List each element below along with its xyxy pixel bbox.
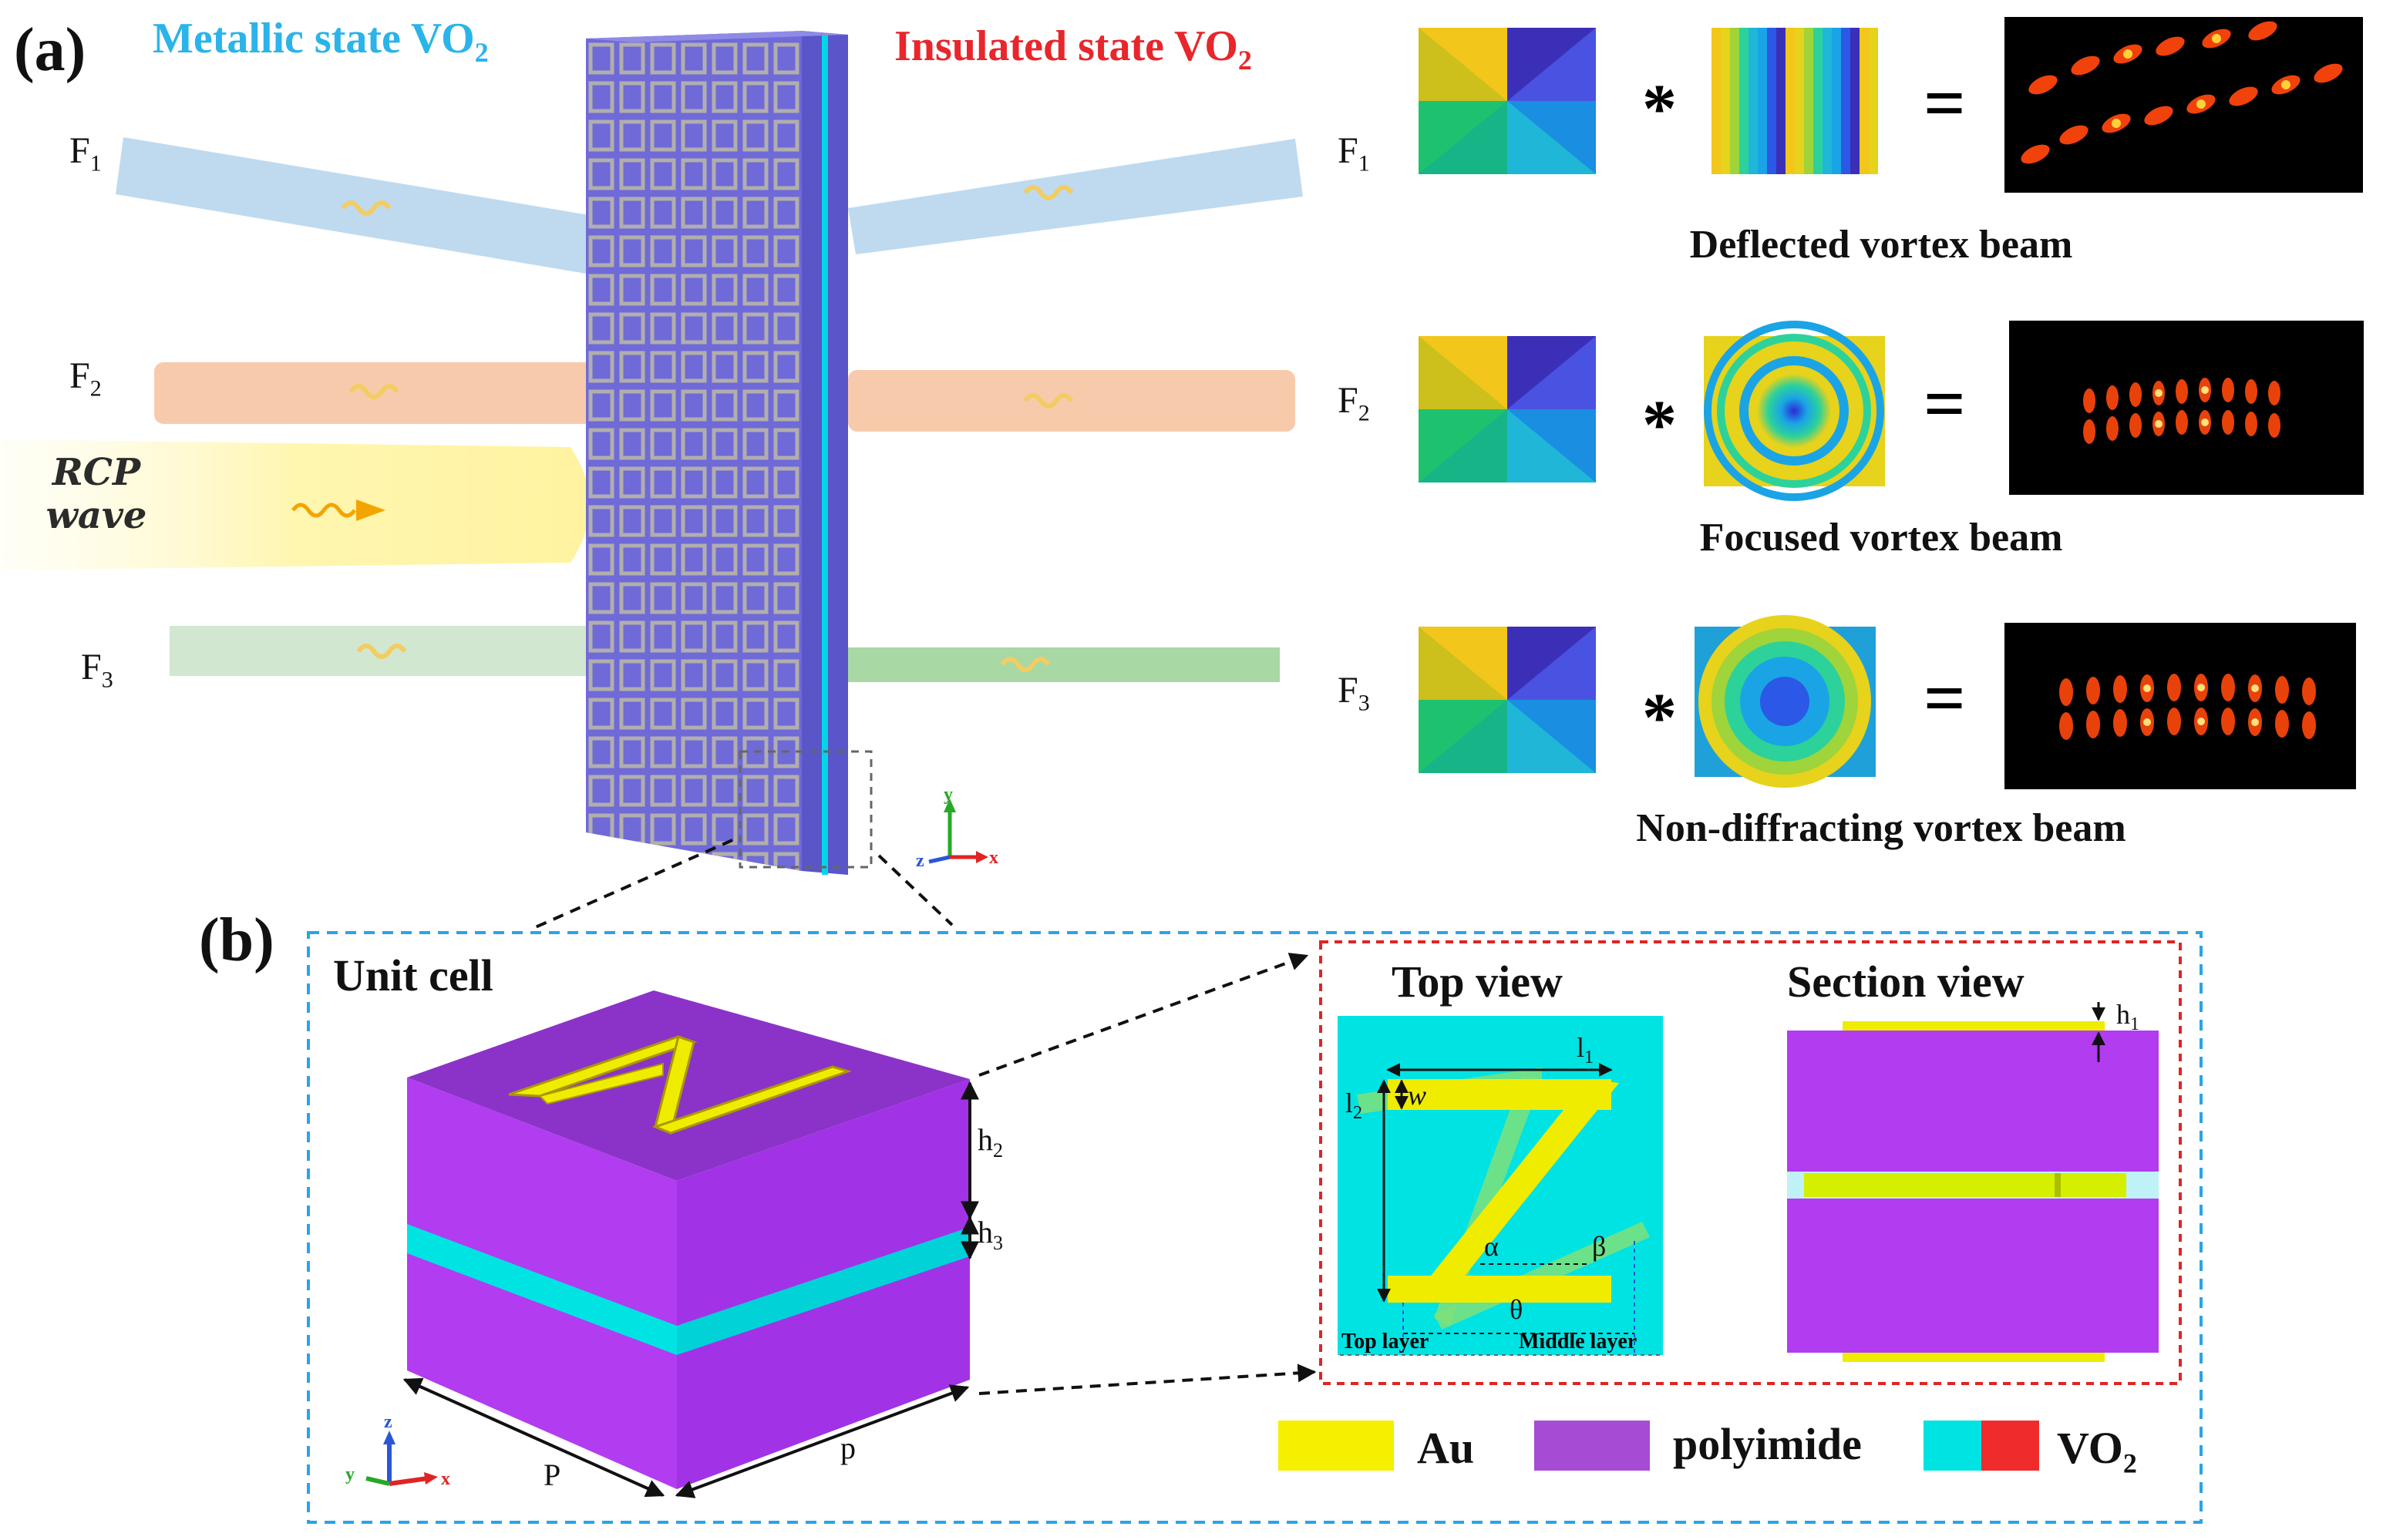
panel-b-frame bbox=[307, 931, 2203, 1524]
vortex-phase-map-2 bbox=[1419, 336, 1596, 483]
section-view-diagram bbox=[1787, 1002, 2159, 1362]
unit-cell-cube bbox=[407, 990, 970, 1489]
caption-deflected: Deflected vortex beam bbox=[1689, 223, 2073, 267]
cube-dimension-lines bbox=[402, 1081, 979, 1498]
label-f3-left: F3 bbox=[81, 647, 113, 693]
beam-f1-right bbox=[848, 139, 1303, 254]
beam-f2-left bbox=[154, 362, 632, 424]
detail-arrows bbox=[978, 953, 1317, 1395]
deflected-beam-intensity bbox=[2004, 17, 2363, 193]
label-f2-right: F2 bbox=[1338, 380, 1370, 426]
eq-op-3: = bbox=[1924, 657, 1966, 739]
eq-op-1: = bbox=[1924, 62, 1966, 144]
dim-w: w bbox=[1408, 1080, 1427, 1111]
focusing-phase-map bbox=[1704, 321, 1885, 501]
axis-x-b: x bbox=[441, 1469, 450, 1489]
dim-h1: h1 bbox=[2116, 999, 2139, 1035]
zoom-box bbox=[739, 750, 873, 869]
axis-y-a: y bbox=[944, 785, 953, 805]
conv-op-1: * bbox=[1642, 71, 1677, 147]
panel-label-b: (b) bbox=[199, 906, 274, 974]
axis-x-a: x bbox=[989, 848, 998, 868]
conv-op-2: * bbox=[1642, 387, 1677, 463]
legend-au: Au bbox=[1417, 1423, 1475, 1473]
legend-swatches bbox=[1278, 1421, 2039, 1471]
focused-beam-intensity bbox=[2009, 321, 2364, 495]
title-metallic: Metallic state VO2 bbox=[153, 15, 489, 69]
vortex-phase-map-3 bbox=[1419, 627, 1596, 773]
conv-op-3: * bbox=[1642, 680, 1677, 756]
rcp-wave-beam bbox=[0, 439, 590, 570]
unit-cell-title: Unit cell bbox=[333, 950, 493, 1000]
eq-op-2: = bbox=[1924, 362, 1966, 445]
section-view-title: Section view bbox=[1787, 957, 2025, 1007]
deflection-phase-map bbox=[1712, 28, 1878, 174]
axis-z-b: z bbox=[384, 1412, 392, 1432]
axis-z-a: z bbox=[916, 851, 924, 871]
label-f3-right: F3 bbox=[1338, 670, 1370, 716]
dim-h2: h2 bbox=[978, 1122, 1003, 1162]
label-f1-left: F1 bbox=[69, 130, 102, 177]
beam-f1-left bbox=[116, 137, 617, 277]
axis-y-b: y bbox=[345, 1464, 355, 1485]
dim-l2: l2 bbox=[1345, 1088, 1363, 1124]
dim-l1: l1 bbox=[1577, 1032, 1594, 1068]
rcp-wave-label: RCP wave bbox=[45, 451, 147, 537]
label-f2-left: F2 bbox=[69, 355, 102, 402]
angle-theta: θ bbox=[1510, 1294, 1523, 1325]
title-insulated: Insulated state VO2 bbox=[894, 22, 1252, 76]
angle-beta: β bbox=[1592, 1231, 1607, 1262]
angle-alpha: α bbox=[1484, 1231, 1499, 1262]
label-middle-layer: Middle layer bbox=[1519, 1330, 1637, 1353]
vortex-phase-map-1 bbox=[1419, 28, 1596, 174]
dim-P: P bbox=[544, 1458, 561, 1492]
label-top-layer: Top layer bbox=[1341, 1330, 1429, 1353]
top-view-diagram bbox=[1338, 1016, 1663, 1356]
dim-h3: h3 bbox=[978, 1215, 1003, 1254]
dim-p: p bbox=[840, 1431, 856, 1465]
photon-icons bbox=[341, 185, 1074, 672]
label-f1-right: F1 bbox=[1338, 130, 1370, 177]
axes-triad-a bbox=[928, 799, 988, 864]
zoom-connector-lines bbox=[531, 839, 954, 930]
non-diffracting-beam-intensity bbox=[2004, 623, 2356, 789]
caption-focused: Focused vortex beam bbox=[1699, 516, 2063, 560]
top-view-title: Top view bbox=[1392, 957, 1563, 1007]
axicon-phase-map bbox=[1695, 615, 1876, 788]
legend-polyimide: polyimide bbox=[1673, 1419, 1862, 1469]
beam-f3-right bbox=[848, 647, 1280, 682]
panel-label-a: (a) bbox=[14, 16, 86, 84]
metasurface-slab bbox=[586, 31, 848, 875]
legend-vo2: VO2 bbox=[2057, 1423, 2137, 1479]
axes-triad-b bbox=[365, 1431, 438, 1486]
beam-f3-left bbox=[170, 626, 632, 676]
caption-non-diffracting: Non-diffracting vortex beam bbox=[1636, 806, 2126, 850]
